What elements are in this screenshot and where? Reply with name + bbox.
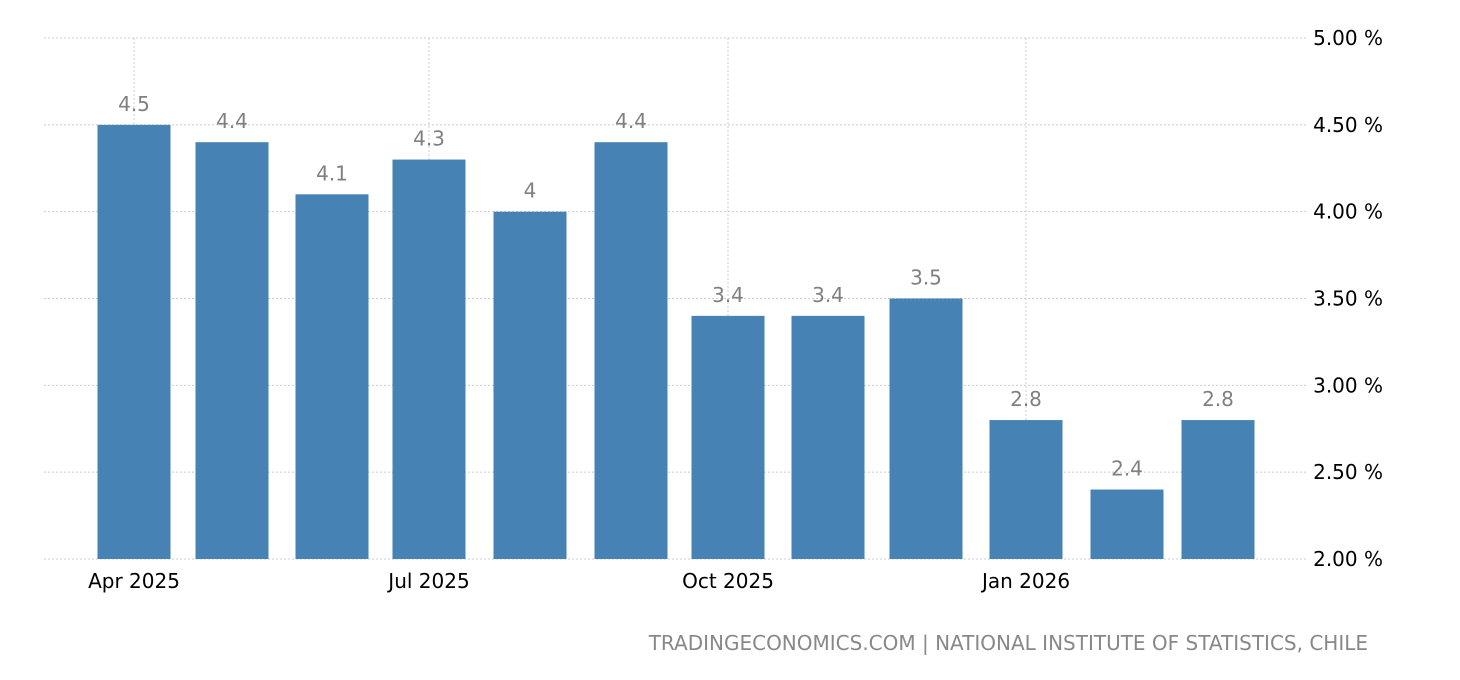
data-label: 3.5 xyxy=(910,266,942,290)
data-label: 4.1 xyxy=(316,161,348,185)
data-labels: 4.5 4.4 4.1 4.3 4 4.4 3.4 3.4 3.5 2.8 2.4 2.8 xyxy=(118,92,1234,481)
bar xyxy=(691,315,765,559)
x-tick-label: Jan 2026 xyxy=(980,569,1070,593)
x-tick-label: Jul 2025 xyxy=(386,569,469,593)
data-label: 4.5 xyxy=(118,92,150,116)
bars xyxy=(97,124,1255,560)
data-label: 4.3 xyxy=(413,127,445,151)
y-tick-label: 5.00 % xyxy=(1313,26,1383,50)
data-label: 2.8 xyxy=(1010,387,1042,411)
y-axis: 2.00 % 2.50 % 3.00 % 3.50 % 4.00 % 4.50 % 5.00… xyxy=(1313,26,1383,571)
bar xyxy=(97,124,171,559)
bar xyxy=(195,142,269,559)
bar xyxy=(791,315,865,559)
bar xyxy=(594,142,668,559)
x-tick-label: Apr 2025 xyxy=(88,569,180,593)
bar xyxy=(889,298,963,559)
y-tick-label: 4.00 % xyxy=(1313,200,1383,224)
y-tick-label: 2.50 % xyxy=(1313,460,1383,484)
data-label: 3.4 xyxy=(812,283,844,307)
data-label: 4.4 xyxy=(615,109,647,133)
source-credit: TRADINGECONOMICS.COM | NATIONAL INSTITUT… xyxy=(648,631,1368,655)
bar xyxy=(295,194,369,560)
bar xyxy=(392,159,466,560)
data-label: 4 xyxy=(524,179,537,203)
bar xyxy=(493,211,567,559)
bar xyxy=(989,420,1063,559)
x-tick-label: Oct 2025 xyxy=(682,569,774,593)
y-tick-label: 4.50 % xyxy=(1313,113,1383,137)
data-label: 2.4 xyxy=(1111,457,1143,481)
data-label: 4.4 xyxy=(216,109,248,133)
data-label: 2.8 xyxy=(1202,387,1234,411)
bar xyxy=(1181,420,1255,559)
y-tick-label: 3.00 % xyxy=(1313,373,1383,397)
bar xyxy=(1090,489,1164,559)
x-axis: Apr 2025 Jul 2025 Oct 2025 Jan 2026 xyxy=(88,569,1070,593)
y-tick-label: 3.50 % xyxy=(1313,287,1383,311)
data-label: 3.4 xyxy=(712,283,744,307)
y-tick-label: 2.00 % xyxy=(1313,547,1383,571)
